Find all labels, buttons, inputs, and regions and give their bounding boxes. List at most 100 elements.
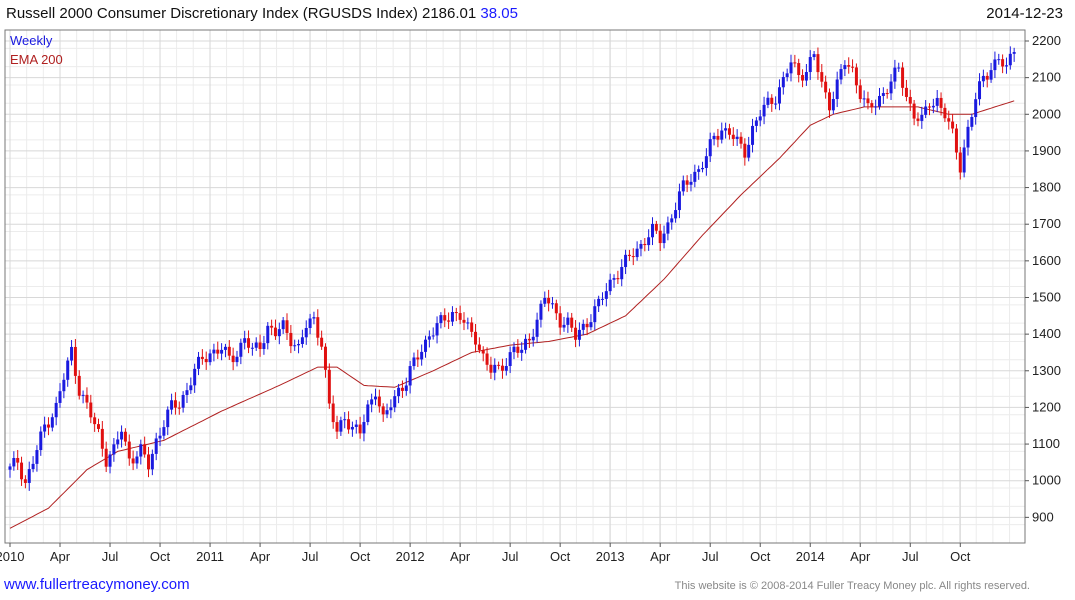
price-bar: [797, 58, 801, 83]
price-bar: [385, 403, 389, 419]
price-bar: [373, 388, 377, 406]
price-bar-body: [8, 466, 12, 470]
price-bar-body: [901, 67, 905, 88]
price-bar-body: [916, 118, 920, 121]
price-bar-body: [562, 324, 566, 328]
price-bar: [689, 173, 693, 192]
price-bar: [801, 69, 805, 88]
price-bar: [481, 346, 485, 362]
price-bar: [289, 324, 293, 354]
price-bar: [516, 339, 520, 358]
price-bar-body: [89, 402, 93, 418]
price-bar: [704, 148, 708, 176]
price-bar: [593, 299, 597, 330]
price-bar: [308, 313, 312, 335]
price-bar: [39, 426, 43, 456]
price-bar-body: [520, 349, 524, 353]
y-tick-label: 1000: [1032, 473, 1061, 488]
price-bar: [997, 53, 1001, 65]
price-change: 38.05: [480, 5, 518, 22]
price-bar-body: [620, 267, 624, 280]
price-bar-body: [631, 256, 635, 258]
price-bar: [862, 90, 866, 107]
price-bar-body: [358, 424, 362, 434]
x-tick-label: 2012: [396, 549, 425, 564]
price-bar: [543, 291, 547, 307]
price-bar: [93, 412, 97, 432]
price-bar: [81, 390, 85, 404]
price-bar: [320, 330, 324, 350]
price-bar: [858, 79, 862, 103]
price-bar: [747, 136, 751, 162]
price-bar-body: [524, 338, 528, 350]
price-bar-body: [566, 317, 570, 325]
price-bar-body: [281, 320, 285, 330]
price-bar-body: [504, 365, 508, 371]
y-tick-label: 1600: [1032, 253, 1061, 268]
price-bar-body: [185, 390, 189, 395]
price-bar-body: [820, 72, 824, 82]
price-bar-body: [120, 431, 124, 440]
price-bar-body: [262, 343, 266, 350]
price-bar: [958, 146, 962, 180]
price-bar: [666, 216, 670, 241]
price-bar-body: [777, 87, 781, 104]
price-bar-body: [612, 278, 616, 280]
price-bar: [558, 306, 562, 335]
price-bar: [597, 295, 601, 313]
price-bar: [158, 427, 162, 447]
price-bar: [643, 238, 647, 252]
price-bar-body: [870, 103, 874, 108]
price-bar: [100, 420, 104, 457]
price-bar: [847, 57, 851, 74]
price-bar-body: [670, 218, 674, 223]
price-bar: [208, 349, 212, 366]
x-axis: 2010 Apr Jul Oct 2011 Apr Jul Oct 2012 Apr Jul Oct 2…: [0, 543, 971, 564]
price-bar-body: [273, 327, 277, 337]
copyright-notice: This website is © 2008-2014 Fuller Treac…: [674, 580, 1030, 592]
price-bar-body: [543, 297, 547, 304]
price-bar-body: [812, 54, 816, 58]
x-tick-label: 2010: [0, 549, 24, 564]
price-bar: [570, 312, 574, 333]
price-bar: [504, 358, 508, 376]
price-bar-body: [981, 75, 985, 82]
price-bar: [970, 113, 974, 131]
price-bar-body: [493, 364, 497, 373]
price-bar-body: [331, 403, 335, 423]
price-bar: [62, 373, 66, 399]
price-bar-body: [877, 95, 881, 107]
price-bar-body: [347, 419, 351, 430]
price-bar: [470, 317, 474, 338]
x-tick-label: Oct: [350, 549, 371, 564]
price-bar: [254, 337, 258, 351]
price-bar: [535, 312, 539, 343]
price-bar: [708, 132, 712, 162]
price-bar-body: [851, 66, 855, 68]
price-bar-body: [531, 336, 535, 341]
price-bar-body: [16, 457, 20, 463]
plot-frame: [4, 29, 1026, 544]
price-bar-body: [743, 143, 747, 158]
price-bar-body: [962, 147, 966, 173]
price-bar-body: [666, 222, 670, 234]
price-bar: [427, 330, 431, 348]
price-bar: [881, 87, 885, 104]
price-bar: [762, 96, 766, 125]
price-bar-body: [112, 444, 116, 455]
price-bar: [220, 343, 224, 361]
price-bar: [901, 62, 905, 96]
website-link[interactable]: www.fullertreacymoney.com: [4, 576, 190, 593]
price-bar: [600, 292, 604, 306]
price-bar-body: [681, 180, 685, 192]
price-bar-body: [558, 313, 562, 328]
price-bar: [281, 316, 285, 334]
price-bar-body: [920, 114, 924, 121]
price-bar: [547, 289, 551, 312]
price-bar: [789, 54, 793, 82]
chart-date: 2014-12-23: [986, 5, 1063, 22]
price-bar: [743, 138, 747, 166]
price-bar: [866, 91, 870, 110]
price-bar: [331, 395, 335, 429]
x-tick-label: 2011: [196, 549, 224, 564]
